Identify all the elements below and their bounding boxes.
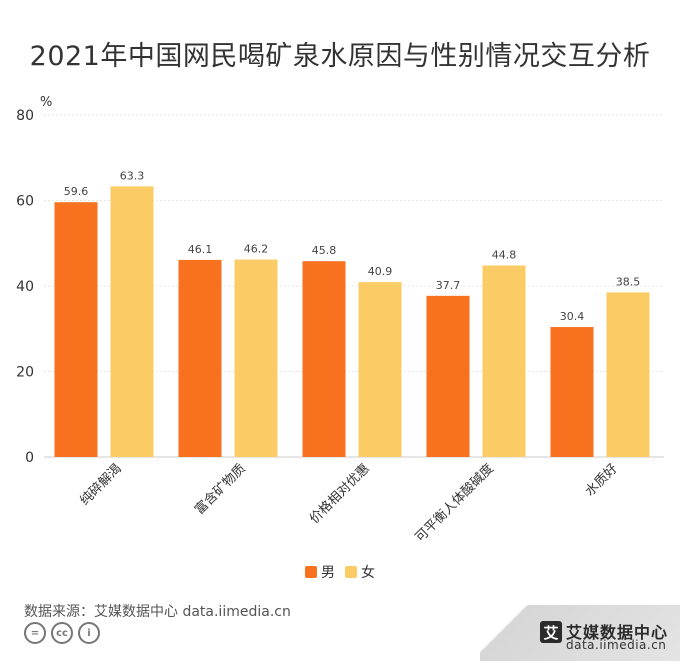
x-tick-label: 可平衡人体酸碱度 — [412, 461, 497, 546]
data-label: 30.4 — [560, 310, 585, 323]
bar-male — [550, 327, 594, 457]
y-tick-label: 80 — [16, 108, 34, 124]
cc-icon: cc — [51, 622, 73, 644]
data-label: 44.8 — [492, 248, 517, 261]
data-label: 59.6 — [64, 185, 89, 198]
bar-female — [606, 292, 650, 457]
bar-female — [482, 265, 526, 457]
bar-chart: % 0 20 40 60 80 59.6 63.3 纯碎解渴 46.1 46.2 富含矿物质 45.8 4… — [16, 95, 664, 581]
y-tick-label: 0 — [25, 450, 34, 466]
data-label: 37.7 — [436, 279, 461, 292]
bar-female — [234, 259, 278, 457]
brand-banner — [480, 605, 680, 661]
y-tick-label: 40 — [16, 279, 34, 295]
data-label: 63.3 — [120, 169, 145, 182]
data-label: 38.5 — [616, 275, 641, 288]
x-tick-label: 水质好 — [583, 461, 621, 499]
data-label: 45.8 — [312, 244, 337, 257]
person-icon: i — [78, 622, 100, 644]
brand-logo-icon: 艾 — [540, 621, 562, 643]
equal-icon: = — [24, 622, 46, 644]
bar-male — [178, 259, 222, 457]
brand-name: 艾媒数据中心 — [566, 623, 669, 642]
y-tick-label: 20 — [16, 365, 34, 381]
x-tick-label: 纯碎解渴 — [77, 461, 124, 508]
y-tick-label: 60 — [16, 194, 34, 210]
legend-label: 女 — [361, 564, 375, 581]
chart-title: 2021年中国网民喝矿泉水原因与性别情况交互分析 — [29, 41, 651, 72]
x-tick-label: 价格相对优惠 — [306, 461, 372, 527]
x-tick-label: 富含矿物质 — [192, 461, 249, 518]
legend-swatch-female — [345, 566, 357, 578]
legend-label: 男 — [321, 565, 335, 581]
data-label: 46.2 — [244, 242, 269, 255]
brand-url: data.iimedia.cn — [566, 638, 667, 652]
data-source: 数据来源：艾媒数据中心 data.iimedia.cn — [24, 604, 291, 620]
data-label: 40.9 — [368, 265, 393, 278]
bar-male — [426, 295, 470, 457]
bar-female — [110, 186, 154, 457]
bar-male — [54, 202, 98, 457]
bar-female — [358, 282, 402, 457]
bar-male — [302, 261, 346, 457]
license-icons: = cc i — [24, 622, 100, 644]
legend-swatch-male — [305, 566, 317, 578]
data-label: 46.1 — [188, 243, 213, 256]
y-axis-unit: % — [40, 95, 52, 110]
